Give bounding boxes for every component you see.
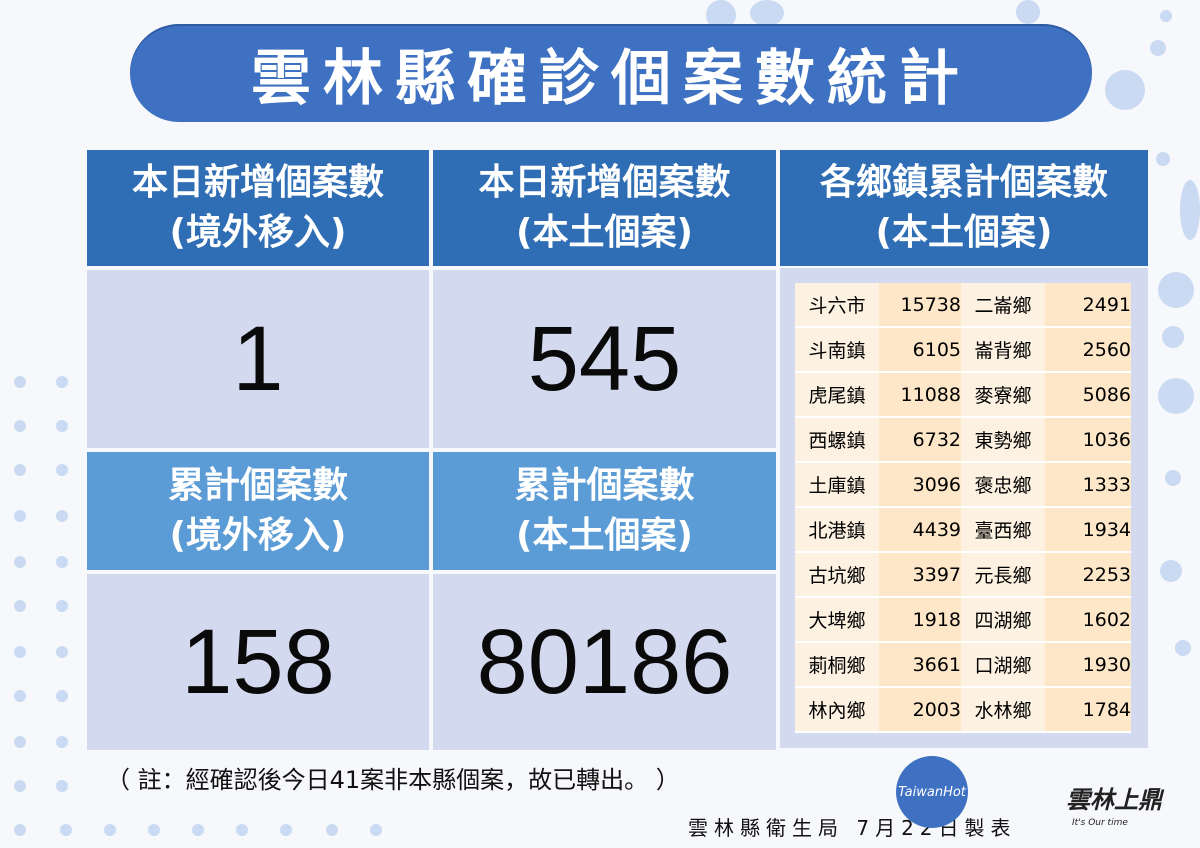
total-local-value-box: 80186	[433, 574, 776, 750]
township-name: 古坑鄉	[795, 552, 879, 598]
table-row: 莿桐鄉 3661 口湖鄉 1930	[795, 642, 1131, 688]
yunlin-logo-subtitle: It's Our time	[1072, 818, 1128, 828]
township-count: 1333	[1045, 462, 1131, 508]
table-row: 斗南鎮 6105 崙背鄉 2560	[795, 327, 1131, 373]
township-count: 2491	[1045, 283, 1131, 328]
taiwanhot-badge: TaiwanHot	[896, 756, 968, 828]
township-name: 斗南鎮	[795, 327, 879, 373]
township-name: 西螺鎮	[795, 417, 879, 463]
townships-table: 斗六市 15738 二崙鄉 2491 斗南鎮 6105 崙背鄉 2560 虎尾鎮 11088 麥寮鄉…	[795, 283, 1131, 733]
yunlin-logo: 雲林上鼎	[1066, 786, 1162, 814]
header-line: 本日新增個案數	[478, 162, 731, 203]
township-count: 15738	[879, 283, 961, 328]
table-row: 大埤鄉 1918 四湖鄉 1602	[795, 597, 1131, 643]
township-count: 1784	[1045, 687, 1131, 733]
township-count: 3096	[879, 462, 961, 508]
table-row: 北港鎮 4439 臺西鄉 1934	[795, 507, 1131, 553]
township-count: 1918	[879, 597, 961, 643]
total-local-header: 累計個案數 (本土個案)	[433, 452, 776, 570]
today-local-value: 545	[527, 307, 682, 410]
township-count: 2003	[879, 687, 961, 733]
table-row: 西螺鎮 6732 東勢鄉 1036	[795, 417, 1131, 463]
township-count: 2560	[1045, 327, 1131, 373]
table-row: 斗六市 15738 二崙鄉 2491	[795, 283, 1131, 328]
header-subline: (境外移入)	[169, 515, 347, 556]
footnote: （ 註：經確認後今日41案非本縣個案，故已轉出。 ）	[106, 766, 680, 794]
township-name: 四湖鄉	[961, 597, 1045, 643]
township-count: 2253	[1045, 552, 1131, 598]
township-count: 1602	[1045, 597, 1131, 643]
table-row: 虎尾鎮 11088 麥寮鄉 5086	[795, 372, 1131, 418]
total-imported-header: 累計個案數 (境外移入)	[87, 452, 429, 570]
total-imported-value: 158	[181, 610, 335, 713]
table-row: 古坑鄉 3397 元長鄉 2253	[795, 552, 1131, 598]
township-count: 4439	[879, 507, 961, 553]
today-imported-value: 1	[232, 307, 284, 410]
township-name: 北港鎮	[795, 507, 879, 553]
township-name: 斗六市	[795, 283, 879, 328]
title-banner: 雲林縣確診個案數統計	[130, 24, 1092, 122]
township-count: 11088	[879, 372, 961, 418]
township-name: 臺西鄉	[961, 507, 1045, 553]
page-title: 雲林縣確診個案數統計	[251, 43, 971, 114]
township-count: 1934	[1045, 507, 1131, 553]
today-local-header: 本日新增個案數 (本土個案)	[433, 150, 776, 266]
township-name: 元長鄉	[961, 552, 1045, 598]
township-name: 莿桐鄉	[795, 642, 879, 688]
township-name: 大埤鄉	[795, 597, 879, 643]
footer-credit: 雲林縣衛生局 7月22日製表	[688, 816, 1017, 840]
header-line: 累計個案數	[514, 465, 695, 506]
township-name: 崙背鄉	[961, 327, 1045, 373]
township-count: 3397	[879, 552, 961, 598]
township-name: 二崙鄉	[961, 283, 1045, 328]
today-imported-header: 本日新增個案數 (境外移入)	[87, 150, 429, 266]
township-count: 1930	[1045, 642, 1131, 688]
township-count: 6105	[879, 327, 961, 373]
townships-header: 各鄉鎮累計個案數 (本土個案)	[780, 150, 1148, 266]
total-imported-value-box: 158	[87, 574, 429, 750]
header-subline: (本土個案)	[516, 515, 693, 556]
township-name: 水林鄉	[961, 687, 1045, 733]
township-count: 5086	[1045, 372, 1131, 418]
township-name: 東勢鄉	[961, 417, 1045, 463]
township-name: 麥寮鄉	[961, 372, 1045, 418]
township-name: 土庫鎮	[795, 462, 879, 508]
table-row: 林內鄉 2003 水林鄉 1784	[795, 687, 1131, 733]
table-row: 土庫鎮 3096 褒忠鄉 1333	[795, 462, 1131, 508]
township-name: 口湖鄉	[961, 642, 1045, 688]
township-name: 虎尾鎮	[795, 372, 879, 418]
township-count: 1036	[1045, 417, 1131, 463]
total-local-value: 80186	[476, 610, 733, 713]
badge-label: TaiwanHot	[898, 784, 966, 800]
township-name: 林內鄉	[795, 687, 879, 733]
header-subline: (本土個案)	[516, 212, 693, 253]
header-subline: (本土個案)	[875, 212, 1053, 253]
header-line: 本日新增個案數	[131, 162, 384, 203]
township-count: 6732	[879, 417, 961, 463]
today-local-value-box: 545	[433, 270, 776, 448]
township-count: 3661	[879, 642, 961, 688]
today-imported-value-box: 1	[87, 270, 429, 448]
township-name: 褒忠鄉	[961, 462, 1045, 508]
header-line: 各鄉鎮累計個案數	[819, 162, 1108, 203]
header-line: 累計個案數	[167, 465, 348, 506]
header-subline: (境外移入)	[169, 212, 347, 253]
